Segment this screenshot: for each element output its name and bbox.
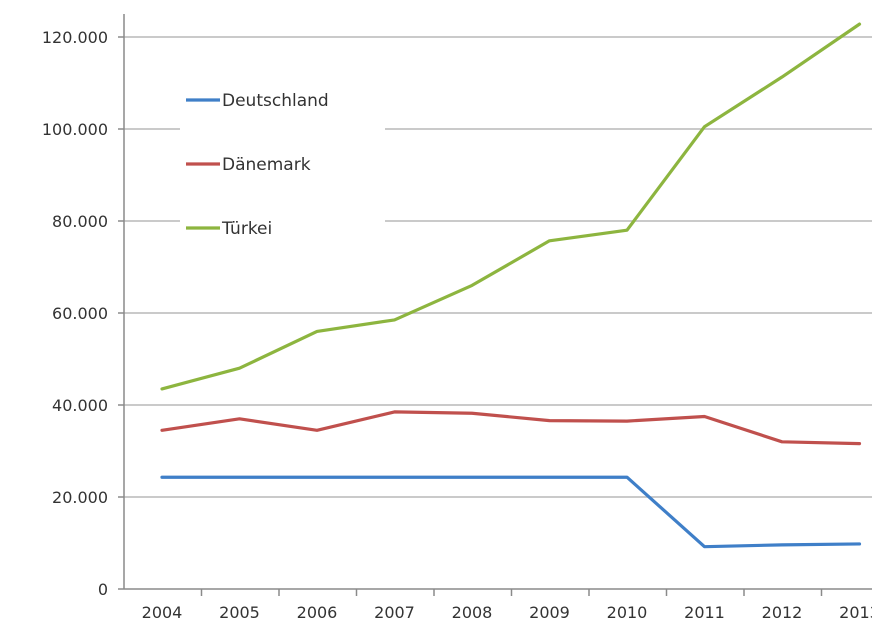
axes [118,14,872,596]
x-tick-label: 2006 [297,603,338,622]
legend: Deutschland Dänemark Türkei [186,91,329,239]
y-tick-label: 120.000 [42,28,108,47]
x-tick-label: 2004 [142,603,183,622]
x-tick-label: 2005 [219,603,260,622]
x-tick-label: 2012 [762,603,803,622]
y-tick-label: 40.000 [52,396,108,415]
y-tick-label: 80.000 [52,212,108,231]
y-tick-label: 60.000 [52,304,108,323]
y-tick-label: 0 [98,580,108,599]
y-tick-label: 100.000 [42,120,108,139]
legend-label: Dänemark [222,155,311,175]
y-tick-labels: 0 20.000 40.000 60.000 80.000 100.000 120.000 [42,28,108,599]
x-tick-label: 2007 [374,603,415,622]
x-tick-label: 2013 [839,603,872,622]
x-tick-label: 2008 [452,603,493,622]
series-line-deutschland [160,475,862,549]
x-tick-label: 2009 [529,603,570,622]
x-tick-label: 2011 [684,603,725,622]
x-tick-labels: 2004 2005 2006 2007 2008 2009 2010 2011 2012 2013 [142,603,872,622]
legend-label: Deutschland [222,91,329,111]
y-tick-label: 20.000 [52,488,108,507]
legend-label: Türkei [221,219,272,239]
grid-lines [124,36,872,498]
series-line-türkei [160,22,862,391]
series-line-dänemark [160,410,862,446]
series-lines [160,22,862,549]
x-tick-label: 2010 [607,603,648,622]
